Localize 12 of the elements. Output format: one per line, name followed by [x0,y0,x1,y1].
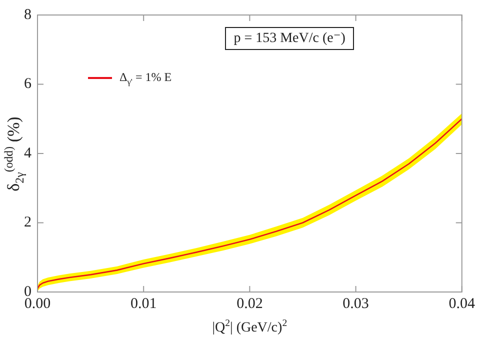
y-tick-label: 2 [24,214,32,231]
y-tick-label: 6 [24,76,32,92]
x-tick-label: 0.00 [24,296,51,312]
x-axis-title: |Q$^{2}$| (GeV/c)$^{2}$ [212,318,288,337]
annotation: p = 153 MeV/c (e⁻) [224,27,354,50]
legend-label: Δ$_{γ'}$ = 1% E [120,70,172,86]
x-tick-label: 0.01 [130,296,157,312]
x-tick-label: 0.03 [342,296,369,312]
y-tick-label: 8 [24,6,32,23]
y-tick-label: 4 [24,145,32,162]
x-tick-label: 0.02 [236,296,263,312]
x-tick-label: 0.04 [448,296,476,312]
